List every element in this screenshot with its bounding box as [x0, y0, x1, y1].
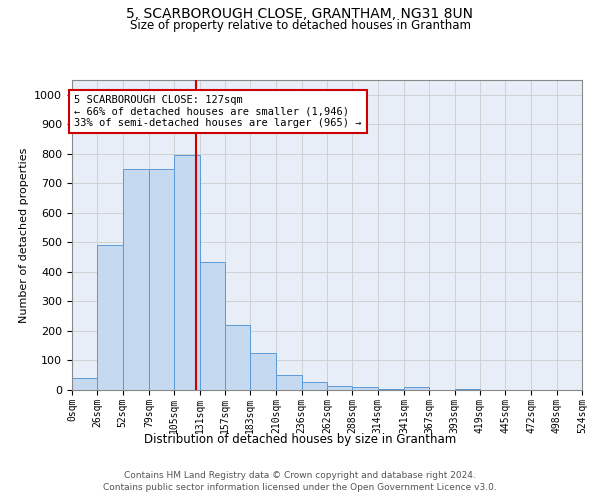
Bar — [327, 386, 352, 390]
Text: Contains HM Land Registry data © Crown copyright and database right 2024.: Contains HM Land Registry data © Crown c… — [124, 471, 476, 480]
Bar — [352, 387, 377, 390]
Bar — [455, 388, 480, 390]
Bar — [250, 353, 277, 390]
Bar — [72, 378, 97, 390]
Bar — [97, 246, 122, 390]
Text: 5 SCARBOROUGH CLOSE: 127sqm
← 66% of detached houses are smaller (1,946)
33% of : 5 SCARBOROUGH CLOSE: 127sqm ← 66% of det… — [74, 95, 361, 128]
Y-axis label: Number of detached properties: Number of detached properties — [19, 148, 29, 322]
Bar — [277, 375, 302, 390]
Bar — [122, 168, 149, 390]
Bar — [404, 387, 429, 390]
Text: Contains public sector information licensed under the Open Government Licence v3: Contains public sector information licen… — [103, 484, 497, 492]
Bar — [302, 382, 327, 390]
Bar — [174, 156, 200, 390]
Bar — [225, 325, 250, 390]
Text: 5, SCARBOROUGH CLOSE, GRANTHAM, NG31 8UN: 5, SCARBOROUGH CLOSE, GRANTHAM, NG31 8UN — [127, 8, 473, 22]
Bar — [149, 168, 174, 390]
Bar — [199, 262, 225, 390]
Bar — [377, 388, 404, 390]
Text: Distribution of detached houses by size in Grantham: Distribution of detached houses by size … — [144, 432, 456, 446]
Text: Size of property relative to detached houses in Grantham: Size of property relative to detached ho… — [130, 18, 470, 32]
